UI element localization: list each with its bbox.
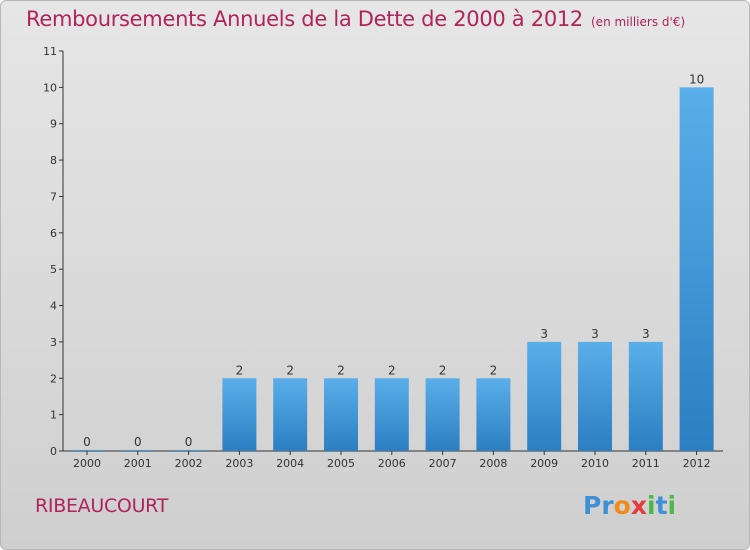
x-tick-label: 2002	[175, 457, 203, 470]
bar-2008	[476, 378, 511, 451]
bar-2004	[273, 378, 308, 451]
data-label: 0	[185, 435, 193, 449]
x-tick-label: 2000	[73, 457, 101, 470]
y-tick-label: 7	[50, 190, 57, 203]
x-tick-label: 2009	[530, 457, 558, 470]
x-tick-label: 2012	[683, 457, 711, 470]
logo-letter: t	[655, 491, 668, 520]
x-tick-label: 2004	[276, 457, 304, 470]
logo-letter: i	[667, 491, 677, 520]
data-label: 2	[490, 363, 498, 377]
proxiti-logo: Proxiti	[583, 491, 676, 520]
logo-letter: P	[583, 491, 602, 520]
bar-2011	[628, 341, 663, 451]
x-tick-label: 2001	[124, 457, 152, 470]
data-label: 3	[591, 327, 599, 341]
chart-subtitle: (en milliers d'€)	[591, 15, 686, 29]
bar-2006	[374, 378, 409, 451]
y-tick-label: 6	[50, 227, 57, 240]
y-tick-label: 4	[50, 300, 57, 313]
y-tick-label: 5	[50, 263, 57, 276]
y-tick-label: 2	[50, 372, 57, 385]
x-tick-label: 2005	[327, 457, 355, 470]
logo-letter: o	[613, 491, 631, 520]
chart-title-text: Remboursements Annuels de la Dette de 20…	[26, 7, 583, 31]
bar-2009	[527, 341, 562, 451]
data-label: 2	[236, 363, 244, 377]
x-tick-label: 2011	[632, 457, 660, 470]
bars: 0 0 0 2 2 2 2 2 2 3 3 3 10	[70, 72, 714, 451]
data-label: 0	[83, 435, 91, 449]
x-tick-label: 2007	[429, 457, 457, 470]
y-tick-label: 10	[43, 81, 57, 94]
bar-2007	[425, 378, 460, 451]
x-tick-label: 2010	[581, 457, 609, 470]
data-label: 3	[642, 327, 650, 341]
bar-2005	[324, 378, 358, 451]
bar-2000	[70, 450, 104, 451]
y-tick-label: 3	[50, 336, 57, 349]
data-label: 2	[439, 363, 447, 377]
x-tick-label: 2008	[479, 457, 507, 470]
x-tick-label: 2006	[378, 457, 406, 470]
commune-name: RIBEAUCOURT	[35, 495, 169, 517]
logo-letter: i	[647, 491, 656, 520]
logo-letter: r	[601, 491, 614, 520]
bar-2012	[679, 87, 714, 451]
data-label: 2	[286, 363, 294, 377]
y-tick-label: 11	[43, 45, 57, 58]
bar-2010	[578, 341, 612, 451]
y-tick-label: 9	[50, 118, 57, 131]
data-label: 10	[689, 72, 704, 86]
y-tick-label: 0	[50, 445, 57, 458]
x-axis: 2000 2001 2002 2003 2004 2005 2006 2007 2008 2009…	[73, 451, 711, 470]
logo-letter: x	[630, 491, 647, 520]
data-label: 3	[540, 327, 548, 341]
data-label: 0	[134, 435, 142, 449]
bar-2001	[120, 450, 155, 451]
x-tick-label: 2003	[225, 457, 253, 470]
chart-title: Remboursements Annuels de la Dette de 20…	[26, 7, 685, 31]
y-tick-label: 1	[50, 409, 57, 422]
y-tick-label: 8	[50, 154, 57, 167]
bar-2002	[171, 450, 206, 451]
data-label: 2	[388, 363, 396, 377]
data-label: 2	[337, 363, 345, 377]
bar-2003	[222, 378, 257, 451]
